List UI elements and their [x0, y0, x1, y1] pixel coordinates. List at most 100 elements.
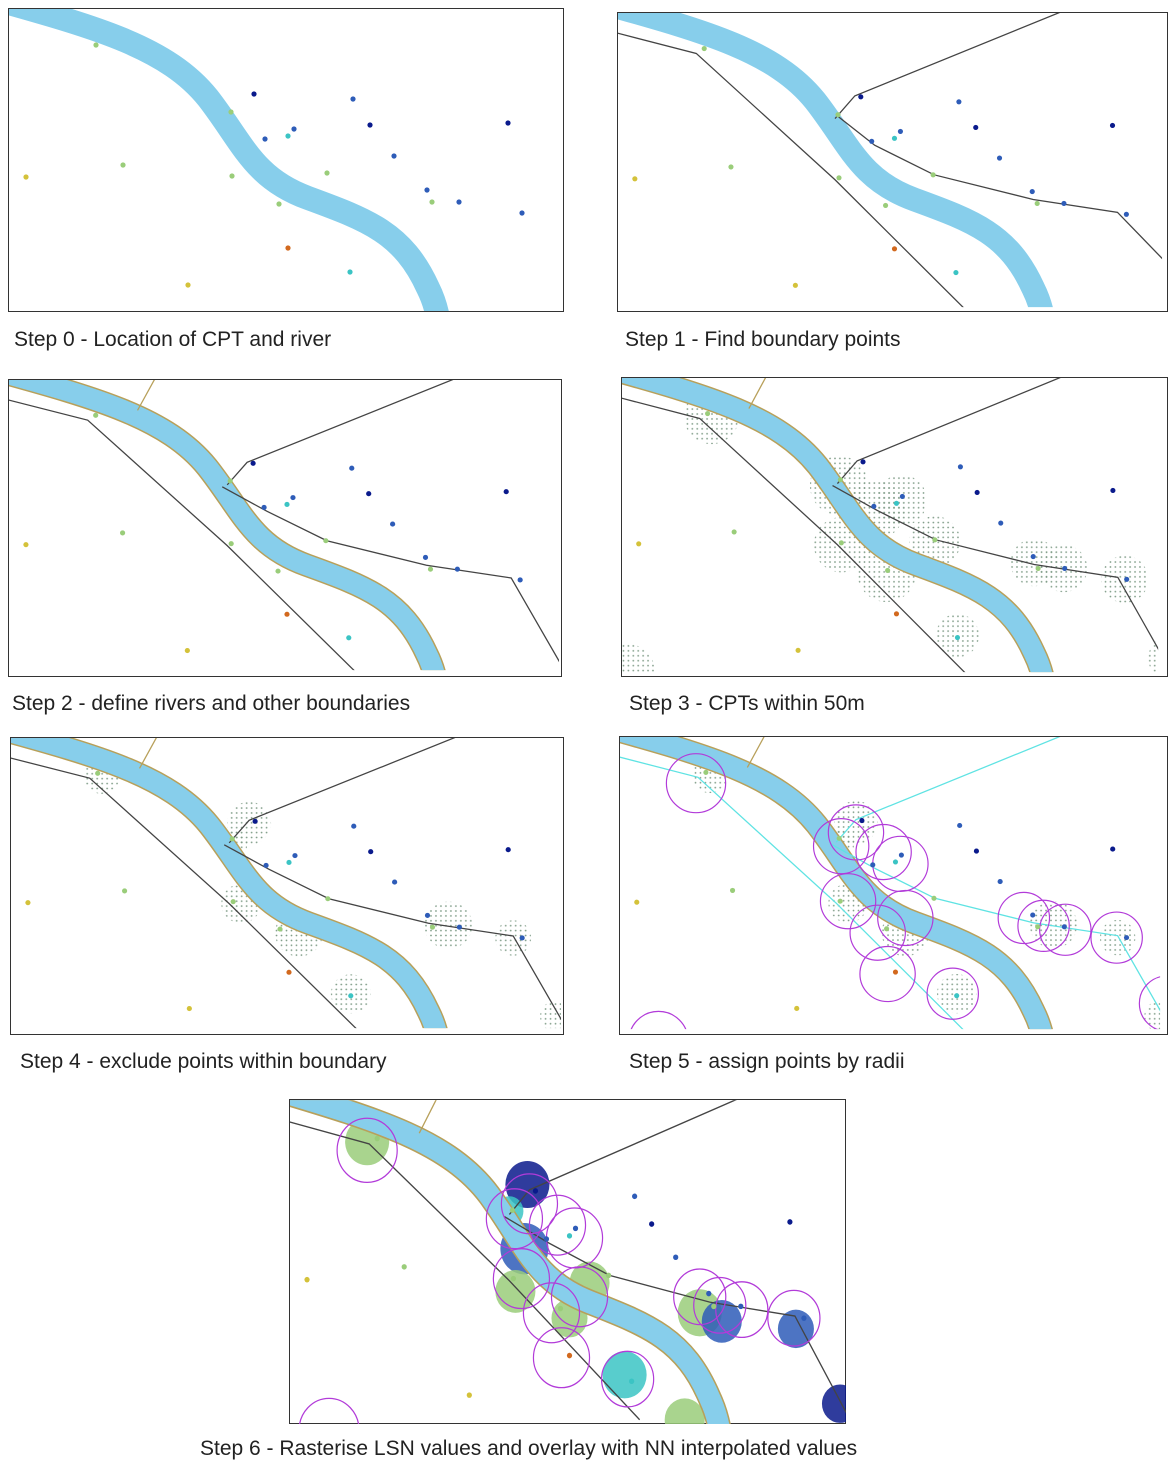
cpt-point: [252, 818, 258, 824]
cpt-point: [893, 611, 900, 617]
cpt-point: [23, 174, 29, 180]
stipple-zone: [621, 643, 656, 673]
cpt-point: [250, 460, 256, 466]
cpt-point: [366, 491, 372, 497]
cpt-point: [424, 187, 430, 193]
cpt-point: [954, 634, 961, 641]
cpt-point: [346, 635, 352, 641]
cpt-point: [429, 924, 436, 930]
map-step-2: [8, 379, 562, 677]
tan-boundary: [748, 377, 767, 409]
radius-circle: [859, 945, 916, 1003]
cpt-point: [899, 493, 905, 499]
cpt-point: [1123, 211, 1129, 217]
cpt-point: [893, 500, 900, 506]
cpt-point: [837, 898, 843, 904]
cpt-point: [891, 135, 898, 141]
cpt-point: [95, 770, 101, 776]
cpt-point: [956, 99, 962, 105]
radius-circle: [827, 804, 885, 861]
cpt-point: [566, 1233, 573, 1239]
stipple-zone: [875, 474, 927, 527]
cpt-point: [836, 835, 842, 841]
cpt-point: [629, 1378, 635, 1385]
cpt-point: [290, 495, 296, 501]
cpt-point: [119, 530, 126, 536]
river: [10, 737, 447, 1029]
cpt-point: [284, 501, 290, 508]
stipple-zone: [540, 1000, 562, 1029]
boundary-line: [830, 843, 1161, 1012]
boundary-line: [504, 1215, 846, 1414]
radius-circle: [665, 753, 727, 814]
cpt-point: [891, 246, 898, 252]
map-layer: [621, 377, 1159, 673]
tan-boundary: [138, 737, 157, 769]
cpt-point: [884, 926, 890, 932]
cpt-point: [121, 888, 128, 894]
cpt-point: [869, 138, 875, 144]
cpt-point: [517, 577, 523, 583]
cpt-point: [93, 412, 99, 418]
cpt-point: [649, 1221, 655, 1227]
cpt-point: [1034, 200, 1040, 207]
cpt-point: [25, 900, 31, 906]
cpt-point: [837, 477, 843, 483]
cpt-point: [367, 122, 373, 128]
cpt-point: [456, 199, 462, 205]
cpt-point: [261, 504, 267, 510]
boundary-line: [617, 32, 964, 308]
boundary-line: [836, 377, 1061, 484]
cpt-point: [634, 899, 640, 905]
river: [8, 379, 445, 671]
cpt-point: [1030, 912, 1036, 918]
radius-circle: [997, 891, 1051, 945]
map-layer: [10, 737, 562, 1029]
cpt-point: [795, 647, 801, 653]
cpt-point: [351, 823, 357, 829]
map-layer: [617, 12, 1163, 308]
map-layer: [8, 379, 560, 671]
cpt-point: [543, 1236, 550, 1242]
cpt-point: [996, 155, 1003, 161]
cpt-point: [185, 282, 191, 288]
radius-circle: [1039, 903, 1092, 956]
cpt-point: [277, 926, 283, 932]
boundary-line: [223, 844, 562, 1021]
river: [617, 12, 1053, 308]
map-step-3: [621, 377, 1168, 677]
stipple-zone: [1144, 1000, 1161, 1030]
cpt-point: [636, 541, 642, 547]
cpt-point: [898, 852, 904, 858]
cpt-point: [228, 109, 234, 115]
boundary-line: [835, 736, 1061, 843]
caption-step-4: Step 4 - exclude points within boundary: [20, 1050, 387, 1073]
cpt-point: [701, 45, 707, 52]
cpt-point: [957, 822, 963, 829]
radius-circle: [693, 1276, 747, 1334]
cpt-point: [227, 478, 233, 484]
boundary-line: [621, 397, 966, 673]
boundary-line: [290, 1121, 641, 1421]
cpt-point: [870, 862, 876, 868]
cpt-point: [391, 153, 397, 159]
radius-circle: [1090, 911, 1143, 964]
cpt-point: [286, 859, 292, 866]
river: [290, 1100, 730, 1424]
cpt-point: [120, 162, 126, 168]
cpt-point: [557, 1305, 564, 1312]
caption-step-1: Step 1 - Find boundary points: [625, 328, 901, 351]
boundary-line: [221, 486, 560, 663]
cpt-point: [729, 887, 736, 893]
cpt-point: [1035, 924, 1041, 930]
radius-circle: [877, 889, 934, 947]
panel-frame: [617, 12, 1168, 312]
caption-step-5: Step 5 - assign points by radii: [629, 1050, 905, 1073]
map-layer: [290, 1100, 846, 1424]
cpt-point: [285, 245, 291, 251]
cpt-point: [792, 282, 798, 288]
radius-circle: [500, 1173, 559, 1235]
panel-step-4: [10, 737, 564, 1035]
cpt-point: [285, 133, 291, 139]
cpt-point: [323, 538, 329, 544]
